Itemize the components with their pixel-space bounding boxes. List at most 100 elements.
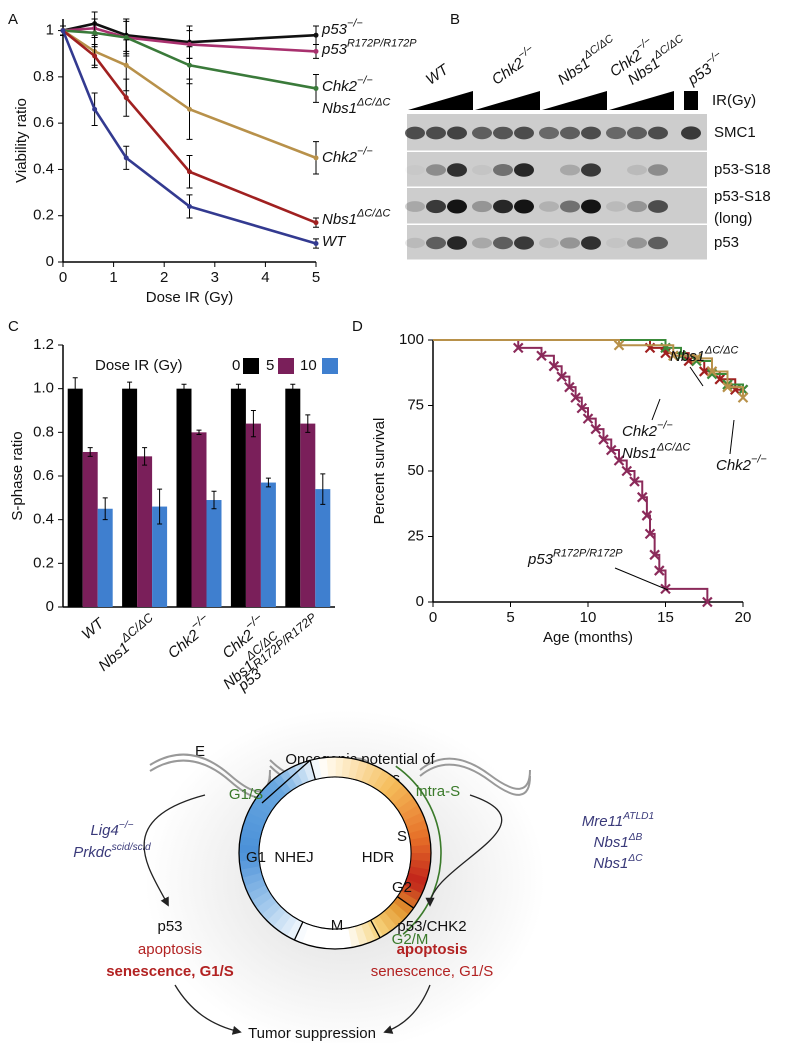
dose-wedge [475,91,540,110]
leader-line [614,567,669,591]
cycle-segment [260,901,282,921]
blot-band [472,126,492,140]
mutant-label: Nbs1ΔB [594,832,643,851]
outcome-label: apoptosis [138,941,202,958]
blot-band [606,126,626,140]
cycle-segment [392,896,414,916]
label-base: Mre11 [582,813,623,830]
bar [176,388,192,607]
dose-label: IR(Gy) [712,92,756,109]
label-sup: −/− [347,17,363,29]
error-bar [102,497,108,521]
blot-band [472,237,492,249]
censor-mark [654,565,665,576]
x-tick-label: Chk2−/− [161,611,216,662]
error-bar [87,447,93,457]
point [123,35,129,41]
blot-row-label: p53 [714,234,739,251]
cycle-segment [388,785,410,805]
point [313,32,319,38]
cycle-segment [383,906,403,928]
result-label: Tumor suppression [248,1025,376,1042]
point [92,106,98,112]
cycle-outline [258,776,412,930]
checkpoint-label: G2/M [392,931,429,948]
label-base: Chk2 [322,149,358,166]
legend-label: 10 [300,357,317,374]
cycle-segment [403,878,426,895]
label-sup: ΔC/ΔC [117,610,156,646]
blot-band [493,164,513,176]
blot-band [581,236,601,250]
bar [97,508,113,607]
lane-label: Nbs1ΔC/ΔC [553,32,621,88]
censor-mark [570,392,581,403]
label-sup: ΔC [627,853,643,864]
series-annotation: Chk2−/− [622,419,673,439]
blot-band [514,199,534,214]
cycle-segment [378,774,398,796]
label-base: Nbs1 [622,445,657,462]
y-tick-label: 50 [407,462,424,479]
error-bar [305,414,311,433]
mutant-label: Nbs1ΔC [593,853,643,872]
x-tick-label: 15 [657,609,674,626]
series-annotation: Nbs1ΔC/ΔC [622,441,690,461]
blot-band [472,200,492,213]
blot-band [405,165,425,175]
censor-mark [512,342,524,354]
series-label: WT [322,233,347,250]
y-tick-label: 75 [407,396,424,413]
blot-band [493,236,513,250]
cycle-segment [251,890,273,909]
blot-band [627,200,647,213]
label-base: Chk2 [716,457,752,474]
blot-band [581,126,601,140]
y-tick-label: 0.8 [33,68,54,85]
censor-mark [636,491,648,503]
error-bar [235,383,241,394]
x-tick-label: WT [79,614,109,643]
cycle-segment [408,828,430,841]
intra-s-arc [395,765,442,935]
blot-band [514,236,534,250]
point [313,240,319,246]
label-base: p53 [321,21,348,38]
blot-band [560,126,580,140]
x-tick-label: Nbs1ΔC/ΔC [91,610,161,674]
blot-band [627,126,647,140]
point [313,48,319,54]
y-tick-label: 1 [46,22,54,39]
censor-mark [564,381,575,393]
checkpoint-label: intra-S [416,783,460,800]
error-bar [181,383,187,394]
cycle-segment [247,804,270,821]
cycle-segment [242,871,264,886]
label-sup: −/− [357,74,373,86]
cycle-segment [360,921,376,944]
cycle-segment [354,760,369,782]
blot-band [648,236,668,250]
cycle-segment [251,797,274,816]
y-tick-label: 0.4 [33,160,54,177]
blot-band [581,163,601,177]
bar [245,423,261,607]
point [313,85,319,91]
x-tick-label: 3 [211,269,219,286]
panel-label: B [450,11,460,28]
cycle-segment [388,901,409,922]
blot-band [447,126,467,140]
effector-label: p53/CHK2 [397,918,466,935]
label-base: Lig4 [90,822,118,839]
label-sup: ΔC/ΔC [656,441,690,453]
phase-label: S [397,828,407,845]
cycle-segment [397,797,419,816]
error-bar [142,447,148,466]
point [187,62,192,68]
dna-strand [419,757,531,790]
cycle-segment [340,927,352,949]
point [187,41,192,47]
censor-mark [702,596,713,608]
blot-band [472,164,492,176]
